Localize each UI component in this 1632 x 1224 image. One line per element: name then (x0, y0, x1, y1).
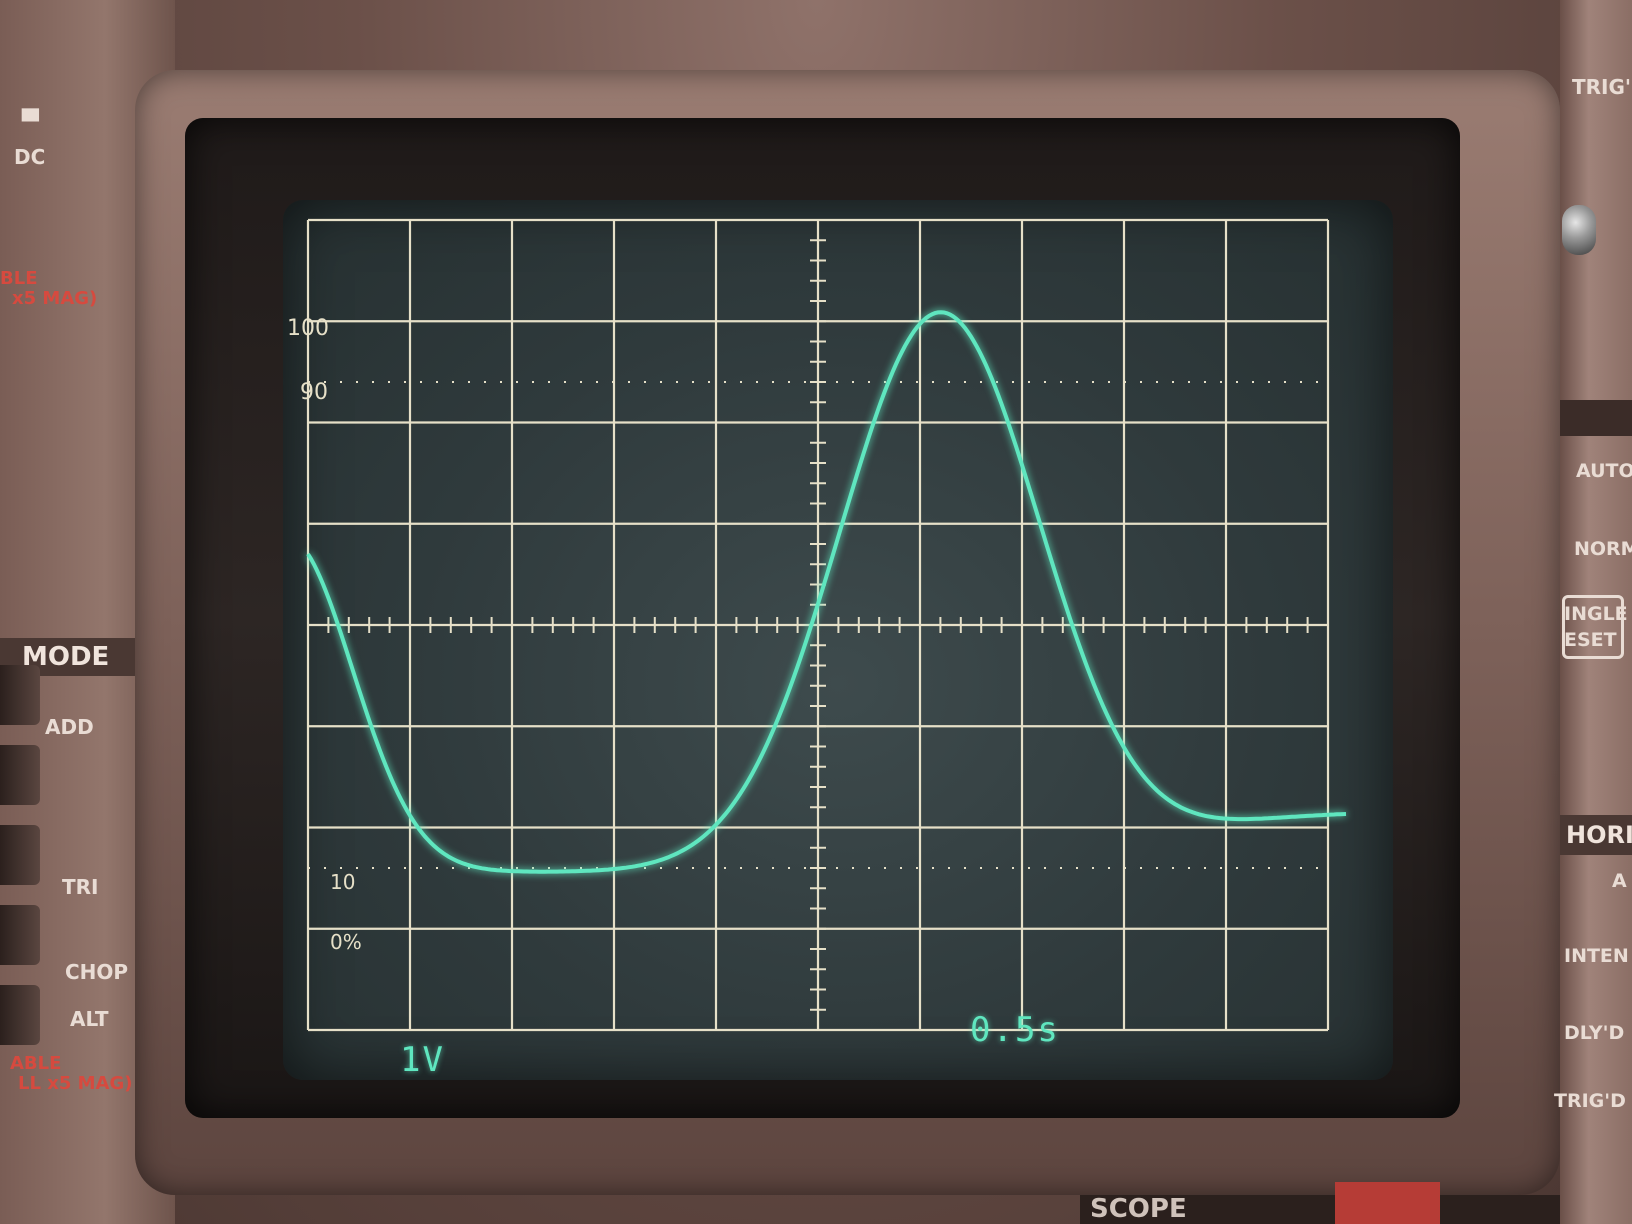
dc-switch-icon[interactable]: ▀ (22, 110, 39, 135)
add-label: ADD (45, 715, 94, 739)
trigger-section-header (1560, 400, 1632, 436)
mode-button-5[interactable] (0, 985, 40, 1045)
reset-label: ESET (1564, 629, 1617, 651)
mode-button-2[interactable] (0, 745, 40, 805)
variable-label-bottom: ABLE (10, 1053, 62, 1074)
variable-label-top: BLE (0, 268, 38, 289)
graticule-center-ticks (307, 219, 1329, 1031)
chop-label: CHOP (65, 960, 129, 984)
mode-button-3[interactable] (0, 825, 40, 885)
trig-label-top: TRIG' (1572, 75, 1632, 99)
brand-strip: SCOPE (1080, 1195, 1560, 1224)
dlyd-label: DLY'D (1564, 1022, 1625, 1044)
crt-screen (283, 200, 1393, 1080)
time-per-div-readout: 0.5s (970, 1010, 1060, 1050)
dc-label: DC (14, 145, 46, 169)
volts-per-div-readout: 1V (400, 1040, 445, 1080)
mag-label-bottom: LL x5 MAG) (18, 1073, 133, 1094)
auto-label: AUTO (1576, 460, 1632, 482)
knob-icon[interactable] (1562, 205, 1596, 255)
mode-button-4[interactable] (0, 905, 40, 965)
mode-button-1[interactable] (0, 665, 40, 725)
inten-label: INTEN (1564, 945, 1629, 967)
trigd-label: TRIG'D (1554, 1090, 1626, 1112)
waveform-trace (306, 310, 1347, 874)
graticule-label-10: 10 (330, 870, 356, 894)
graticule-label-90: 90 (300, 380, 328, 405)
brand-text: SCOPE (1090, 1194, 1187, 1224)
horiz-section-header: HORIZ (1560, 815, 1632, 855)
single-label: INGLE (1564, 603, 1628, 625)
tri-label: TRI (62, 875, 99, 899)
mag-label-top: x5 MAG) (12, 288, 98, 309)
a-label: A (1612, 870, 1627, 892)
brand-red-badge (1335, 1182, 1440, 1224)
graticule-label-0: 0% (330, 930, 362, 954)
graticule-label-100: 100 (287, 316, 329, 341)
right-control-panel (1560, 0, 1632, 1224)
graticule-dotted-lines (308, 381, 1328, 869)
alt-label: ALT (70, 1007, 109, 1031)
norm-label: NORM (1574, 538, 1632, 560)
graticule-and-trace (306, 218, 1347, 1032)
single-reset-button[interactable] (1562, 595, 1624, 659)
